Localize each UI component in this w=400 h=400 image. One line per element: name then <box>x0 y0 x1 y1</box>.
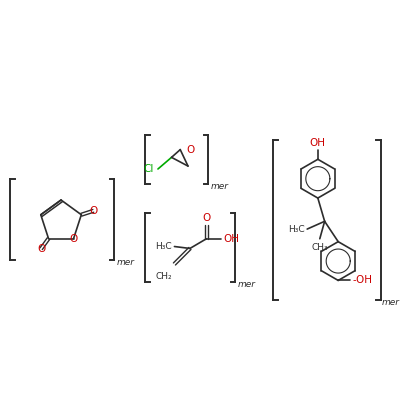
Text: O: O <box>70 234 78 244</box>
Text: OH: OH <box>224 234 240 244</box>
Text: mer: mer <box>382 298 400 307</box>
Text: mer: mer <box>210 182 228 190</box>
Text: OH: OH <box>310 138 326 148</box>
Text: O: O <box>89 206 98 216</box>
Text: O: O <box>186 145 194 155</box>
Text: CH₂: CH₂ <box>156 272 172 281</box>
Text: Cl: Cl <box>144 164 154 174</box>
Text: -OH: -OH <box>353 276 373 286</box>
Text: H₃C: H₃C <box>288 224 304 234</box>
Text: O: O <box>37 244 45 254</box>
Text: H₃C: H₃C <box>155 242 172 251</box>
Text: mer: mer <box>116 258 134 267</box>
Text: O: O <box>202 213 210 223</box>
Text: mer: mer <box>238 280 256 290</box>
Text: CH₃: CH₃ <box>312 243 328 252</box>
